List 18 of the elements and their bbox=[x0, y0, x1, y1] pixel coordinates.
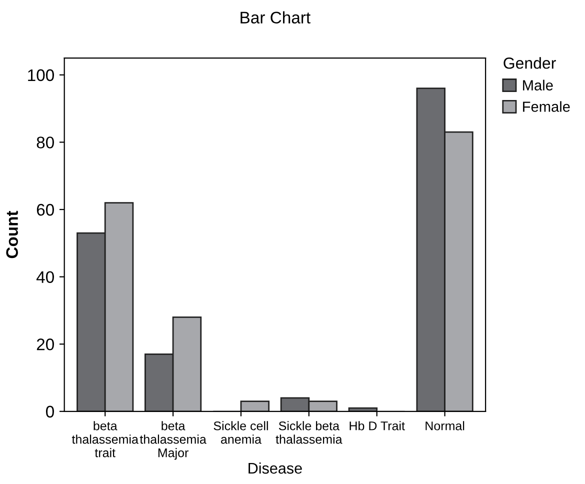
x-tick-label: beta thalassemia Major bbox=[140, 421, 206, 460]
x-tick-label: Hb D Trait bbox=[350, 421, 405, 430]
x-tick-label: Normal bbox=[426, 421, 464, 430]
x-tick-label: beta thalassemia trait bbox=[72, 421, 138, 458]
y-tick-label: 0 bbox=[46, 406, 54, 418]
y-tick-label: 40 bbox=[36, 271, 54, 284]
x-axis-title: Disease bbox=[248, 462, 302, 474]
legend-title: Gender bbox=[504, 57, 556, 69]
y-tick-label: 80 bbox=[36, 136, 54, 148]
chart-title: Bar Chart bbox=[240, 11, 310, 24]
y-tick-label: 100 bbox=[28, 69, 54, 82]
legend-label: Male bbox=[523, 80, 553, 90]
x-tick-label: Sickle cell anemia bbox=[214, 421, 268, 444]
y-tick-label: 60 bbox=[36, 204, 54, 216]
x-tick-label: Sickle beta thalassemia bbox=[276, 421, 342, 444]
y-axis-title: Count bbox=[6, 210, 18, 258]
y-tick-label: 20 bbox=[36, 338, 54, 350]
legend-label: Female bbox=[523, 101, 570, 112]
